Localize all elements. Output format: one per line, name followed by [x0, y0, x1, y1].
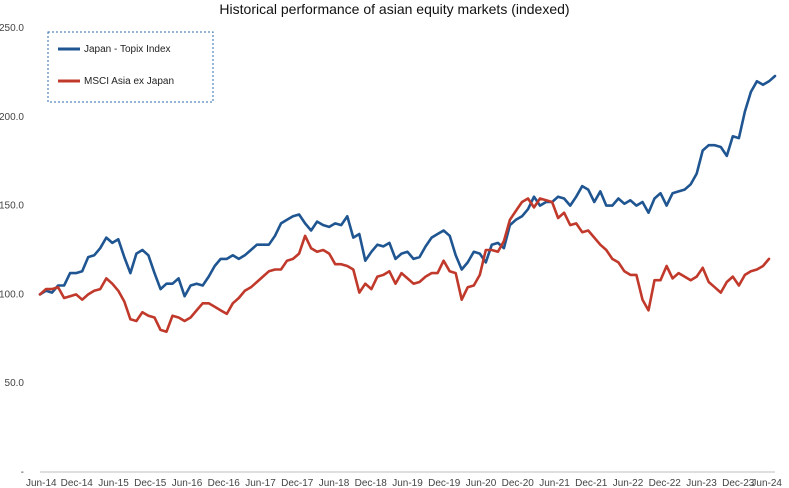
legend-label-japan-topix: Japan - Topix Index	[84, 44, 171, 55]
legend-box	[47, 31, 214, 103]
y-tick-label: 250.0	[0, 23, 24, 34]
x-tick-label: Jun-24	[751, 478, 782, 488]
y-tick-label: 150.0	[0, 201, 24, 212]
x-tick-label: Dec-17	[281, 478, 314, 488]
y-tick-label: -	[21, 467, 24, 478]
series-line-msci-asia-ex-japan	[38, 197, 771, 334]
y-tick-label: 100.0	[0, 289, 24, 300]
x-tick-label: Jun-18	[319, 478, 350, 488]
x-tick-label: Jun-17	[245, 478, 276, 488]
x-tick-label: Jun-20	[466, 478, 497, 488]
x-tick-label: Dec-19	[428, 478, 461, 488]
legend-label-msci-asia-ex-japan: MSCI Asia ex Japan	[84, 76, 174, 87]
x-tick-label: Jun-19	[392, 478, 423, 488]
y-tick-label: 200.0	[0, 112, 24, 123]
x-tick-label: Dec-22	[649, 478, 682, 488]
legend: Japan - Topix Index MSCI Asia ex Japan	[47, 31, 214, 103]
x-tick-label: Dec-20	[502, 478, 535, 488]
x-tick-label: Dec-23	[722, 478, 755, 488]
x-tick-label: Jun-21	[539, 478, 570, 488]
series-line-japan-topix	[38, 74, 777, 298]
chart-title: Historical performance of asian equity m…	[219, 1, 570, 17]
x-tick-label: Dec-18	[355, 478, 388, 488]
x-tick-label: Jun-15	[98, 478, 129, 488]
x-tick-label: Dec-14	[61, 478, 94, 488]
x-tick-label: Dec-21	[575, 478, 608, 488]
x-tick-label: Jun-23	[686, 478, 717, 488]
y-tick-label: 50.0	[5, 378, 25, 389]
x-tick-label: Dec-16	[208, 478, 241, 488]
x-tick-label: Dec-15	[134, 478, 167, 488]
x-tick-label: Jun-14	[26, 478, 57, 488]
x-tick-label: Jun-22	[613, 478, 644, 488]
x-tick-label: Jun-16	[172, 478, 203, 488]
